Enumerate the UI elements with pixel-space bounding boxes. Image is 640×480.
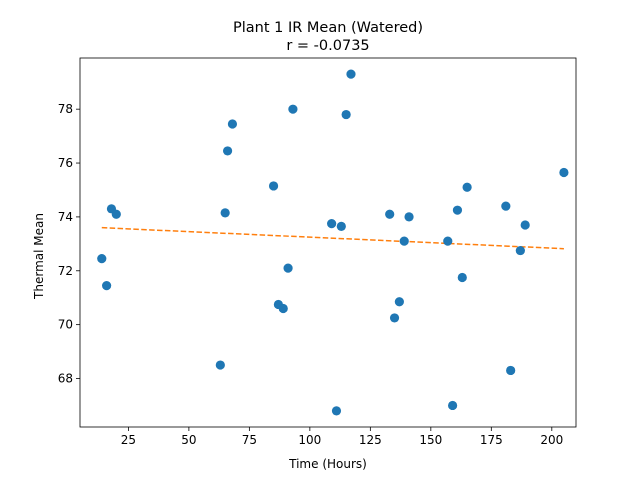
data-point (389, 313, 400, 323)
data-point (227, 119, 238, 129)
data-point (220, 208, 230, 218)
data-point (448, 400, 458, 411)
x-tick-label: 125 (359, 433, 382, 447)
x-tick-label: 25 (121, 433, 136, 447)
data-point (394, 297, 404, 307)
data-point (341, 109, 351, 120)
data-point (515, 245, 525, 256)
data-point (404, 212, 414, 222)
data-point (457, 272, 467, 283)
x-tick-label: 100 (298, 433, 321, 447)
y-tick-label: 68 (58, 372, 73, 386)
x-tick-label: 200 (540, 433, 563, 447)
y-tick-label: 70 (58, 318, 73, 332)
y-axis-label: Thermal Mean (32, 213, 46, 300)
data-point (399, 236, 409, 246)
trend-line (101, 226, 564, 250)
data-point (331, 406, 342, 416)
y-tick-label: 78 (58, 102, 73, 116)
plot-area: 25 50 75 100 125 150 175 200 68 70 72 74 76 78 (58, 57, 577, 447)
data-point (462, 182, 472, 192)
data-point (215, 360, 225, 370)
chart-title: Plant 1 IR Mean (Watered) (233, 20, 423, 36)
data-point (443, 236, 453, 246)
data-point (268, 181, 279, 191)
data-point (327, 219, 337, 229)
data-point (385, 209, 395, 219)
y-tick-label: 76 (58, 156, 73, 170)
data-point (559, 167, 569, 178)
data-point (102, 280, 112, 291)
data-point (97, 254, 107, 264)
y-tick-label: 72 (58, 264, 73, 278)
data-point (222, 146, 233, 156)
chart-subtitle: r = -0.0735 (286, 38, 369, 54)
data-point (288, 104, 298, 114)
data-point (283, 263, 293, 273)
x-tick-label: 50 (181, 433, 196, 447)
data-point (452, 205, 463, 215)
x-tick-label: 150 (419, 433, 442, 447)
data-point (278, 303, 288, 314)
x-axis-label: Time (Hours) (288, 457, 367, 471)
x-tick-label: 75 (242, 433, 257, 447)
x-tick-label: 175 (480, 433, 503, 447)
data-point (336, 221, 346, 231)
axes-frame (79, 57, 577, 428)
data-point (506, 365, 516, 376)
data-point (520, 220, 530, 230)
data-point (111, 209, 121, 219)
y-tick-label: 74 (58, 210, 73, 224)
data-point (501, 201, 511, 211)
data-point (346, 69, 356, 79)
